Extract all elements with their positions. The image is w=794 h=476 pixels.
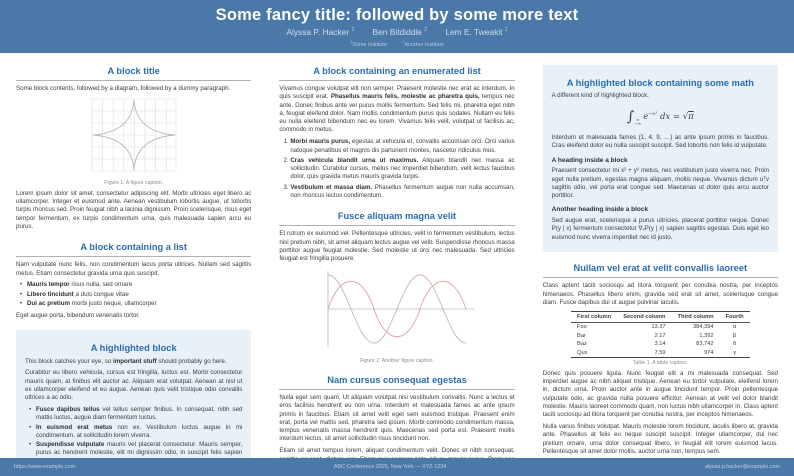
poster-footer: https://www.example.com ABC Conference 2…: [0, 458, 794, 476]
institute: 2Another Institute: [402, 39, 444, 48]
list-item: Cras vehicula blandit urna ut maximus. A…: [290, 157, 514, 182]
radical-sign: √: [682, 111, 689, 122]
sine-plot: [327, 271, 474, 348]
body-paragraph: Sed augue erat, scelerisque a purus ultr…: [551, 216, 769, 241]
block-title: Nullam vel erat at velit convallis laore…: [542, 263, 778, 279]
column-right: A highlighted block containing some math…: [542, 55, 778, 458]
poster-title: Some fancy title: followed by some more …: [215, 6, 579, 24]
institutes-line: 1Some Institute 2Another Institute: [10, 39, 784, 48]
footer-conference: ABC Conference 2025, New York — XYZ-1234: [333, 464, 447, 470]
bullet-list: Fusce dapibus tellus vel tellus semper f…: [25, 406, 242, 458]
authors-line: Alyssa P. Hacker 1 Ben Bitdiddle 2 Lem E…: [10, 27, 784, 37]
table-caption: Table 1. A table caption.: [632, 359, 688, 366]
footer-email: alyssa.p.hacker@example.com: [705, 464, 780, 470]
block-title: Fusce aliquam magna velit: [279, 211, 515, 227]
table-row: Baz 3.14 83,742 δ: [577, 341, 737, 348]
institute-sup: 2: [402, 39, 405, 45]
author-affiliation-sup: 2: [424, 27, 428, 34]
body-paragraph: Nam vulputate nunc felis, non condimentu…: [16, 261, 252, 277]
author-name: Ben Bitdiddle: [372, 27, 422, 38]
body-paragraph: Curabitur eu libero vehicula, cursus est…: [25, 369, 243, 402]
list-item: Suspendisse vulputate mauris vel placera…: [29, 441, 242, 458]
body-paragraph: Et rutrum ex euismod vel. Pellentesque u…: [279, 230, 515, 263]
integral-limits: ∞ −∞: [634, 116, 642, 126]
highlighted-math-block: A highlighted block containing some math…: [542, 64, 778, 253]
body-paragraph: Etiam sit amet tempus lorem, aliquet con…: [279, 447, 515, 458]
body-paragraph: Donec quis posuere ligula. Nunc feugiat …: [542, 369, 778, 419]
column-left: A block title Some block contents, follo…: [16, 55, 252, 458]
block-title: Nam cursus consequat egestas: [279, 375, 515, 390]
institute-name: Another Institute: [404, 41, 444, 48]
poster-header: Some fancy title: followed by some more …: [0, 0, 794, 53]
institute: 1Some Institute: [350, 39, 387, 48]
author-name: Alyssa P. Hacker: [286, 27, 350, 38]
figure-1: Figure 1. A figure caption.: [16, 98, 251, 186]
inblock-heading: A heading inside a block: [551, 156, 628, 164]
body-paragraph: Lorem ipsum dolor sit amet, consectetur …: [16, 189, 252, 230]
body-paragraph: Eget augue porta, bibendum venenatis tor…: [16, 311, 140, 319]
star-plot: [91, 98, 176, 172]
display-equation: ∫ ∞ −∞ e−x² dx = √π: [626, 108, 694, 126]
body-paragraph: Interdum et malesuada fames {1, 4, 9, …}…: [551, 134, 769, 150]
footer-url: https://www.example.com: [14, 464, 76, 470]
body-paragraph: This block catches your eye, so importan…: [25, 357, 227, 365]
table-row: Foo 13.37 384,394 α: [577, 324, 737, 331]
list-item: In euismod erat metus non ex. Vestibulum…: [29, 424, 242, 441]
author-name: Lem E. Tweakit: [445, 27, 503, 38]
column-middle: A block containing an enumerated list Vi…: [279, 55, 515, 458]
author: Lem E. Tweakit 2: [445, 27, 507, 37]
body-paragraph: Class aptent taciti sociosqu ad litora t…: [542, 282, 778, 306]
figure-2: Figure 2. Another figure caption.: [279, 268, 514, 364]
figure-caption: Figure 1. A figure caption.: [104, 179, 164, 186]
inblock-heading: Another heading inside a block: [551, 206, 649, 214]
block-title: A block containing an enumerated list: [279, 66, 515, 81]
body-paragraph: Nulla varius finibus volutpat. Mauris mo…: [542, 422, 778, 455]
author: Ben Bitdiddle 2: [373, 27, 427, 37]
author: Alyssa P. Hacker 1: [286, 27, 354, 37]
body-paragraph: A different kind of highlighted block.: [551, 92, 649, 100]
list-item: Libero tincidunt a duis congue vitae: [20, 291, 251, 300]
list-item: Dui ac pretium morbi justo neque, ullamc…: [20, 300, 251, 309]
table-header-row: First column Second column Third column …: [571, 311, 750, 324]
block-title: A block containing a list: [16, 242, 252, 258]
list-item: Mauris tempor risus nulla, sed ornare: [20, 281, 251, 290]
table-row: Qux 7.59 974 γ: [577, 349, 736, 356]
bullet-list: Mauris tempor risus nulla, sed ornare Li…: [16, 281, 251, 308]
body-paragraph: Vivamus congue volutpat elit non semper.…: [279, 84, 515, 134]
body-paragraph: Some block contents, followed by a diagr…: [16, 84, 231, 92]
list-item: Morbi mauris purus, egestas at vehicula …: [290, 138, 514, 155]
institute-name: Some Institute: [352, 41, 387, 48]
block-title: A highlighted block: [90, 343, 177, 353]
block-title: A block title: [16, 66, 252, 81]
table-row: Bar 2.17 1,392 β: [577, 332, 737, 339]
institute-sup: 1: [350, 39, 353, 45]
poster-body: A block title Some block contents, follo…: [0, 53, 794, 458]
body-paragraph: Praesent consectetur mi x² + y² metus, n…: [551, 167, 769, 200]
data-table: First column Second column Third column …: [571, 311, 750, 358]
enumerated-list: Morbi mauris purus, egestas at vehicula …: [279, 138, 514, 200]
list-item: Vestibulum et massa diam. Phasellus ferm…: [290, 184, 514, 201]
highlighted-block: A highlighted block This block catches y…: [16, 330, 252, 458]
block-title: A highlighted block containing some math: [566, 77, 754, 88]
list-item: Fusce dapibus tellus vel tellus semper f…: [29, 406, 242, 423]
author-affiliation-sup: 1: [351, 27, 355, 34]
integral-sign: ∫: [626, 108, 635, 125]
body-paragraph: Nulla eget sem quam. Ut aliquam volutpat…: [279, 393, 515, 443]
figure-caption: Figure 2. Another figure caption.: [360, 357, 434, 364]
author-affiliation-sup: 2: [504, 27, 508, 34]
